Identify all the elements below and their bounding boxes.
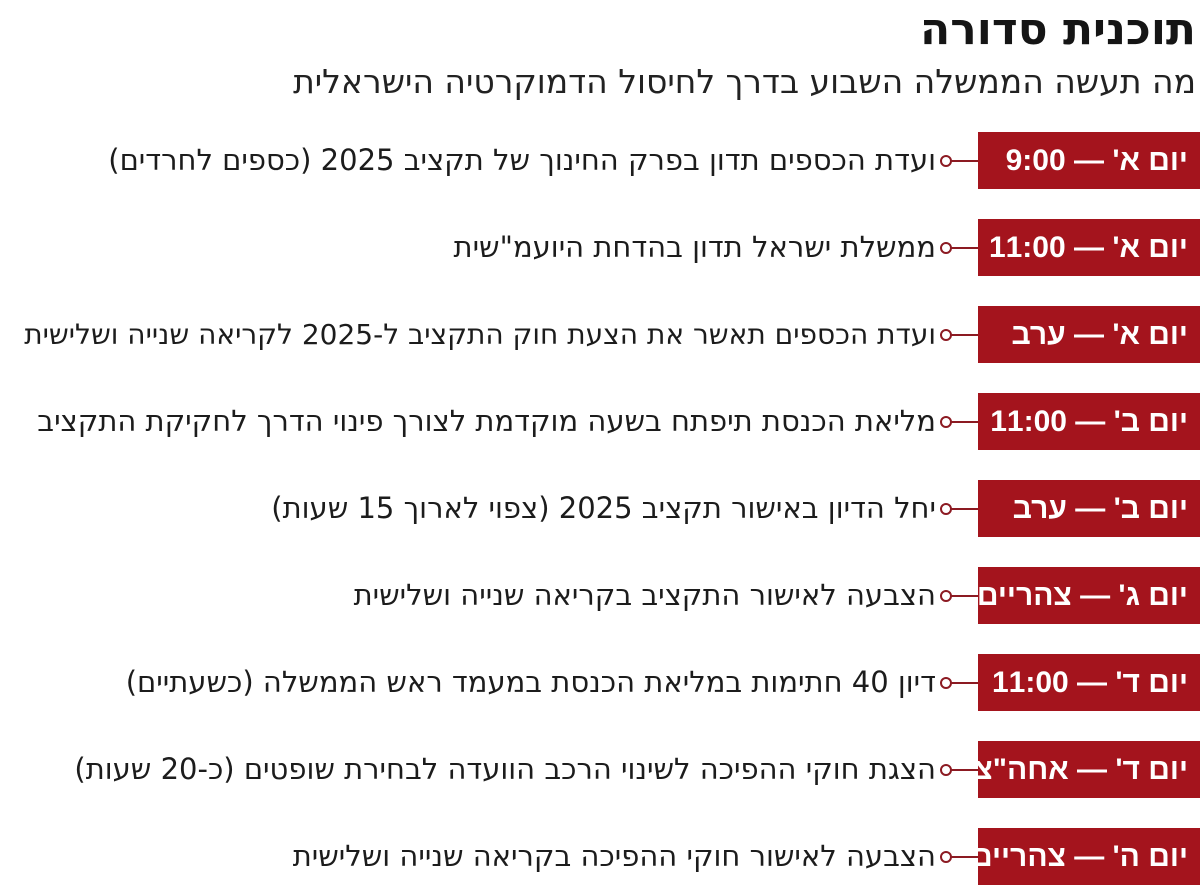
connector-dot-icon (940, 503, 952, 515)
event-text: מליאת הכנסת תיפתח בשעה מוקדמת לצורך פינו… (37, 404, 936, 438)
connector-line (946, 682, 978, 684)
schedule-item: יום ב' — ערב יחל הדיון באישור תקציב 2025… (0, 480, 1200, 537)
connector-dot-icon (940, 329, 952, 341)
schedule-item: יום ב' — 11:00 מליאת הכנסת תיפתח בשעה מו… (0, 393, 1200, 450)
connector-line (946, 421, 978, 423)
connector-dot-icon (940, 851, 952, 863)
event-text: יחל הדיון באישור תקציב 2025 (צפוי לארוך … (271, 491, 936, 525)
connector-line (946, 247, 978, 249)
time-badge: יום א' — 11:00 (978, 219, 1200, 276)
time-badge: יום ד' — אחה"צ (974, 741, 1200, 798)
schedule-item: יום ג' — צהריים הצבעה לאישור התקציב בקרי… (0, 567, 1200, 624)
time-badge: יום א' — 9:00 (978, 132, 1200, 189)
time-badge: יום ה' — צהריים (971, 828, 1200, 885)
connector-line (946, 508, 978, 510)
schedule-item: יום א' — 11:00 ממשלת ישראל תדון בהדחת הי… (0, 219, 1200, 276)
event-text: ממשלת ישראל תדון בהדחת היועמ"שית (453, 230, 936, 264)
schedule-item: יום א' — ערב ועדת הכספים תאשר את הצעת חו… (0, 306, 1200, 363)
event-text: ועדת הכספים תאשר את הצעת חוק התקציב ל-20… (24, 318, 936, 351)
event-text: הצגת חוקי ההפיכה לשינוי הרכב הוועדה לבחי… (74, 752, 936, 786)
connector-line (946, 856, 978, 858)
connector-dot-icon (940, 677, 952, 689)
schedule-item: יום ד' — 11:00 דיון 40 חתימות במליאת הכנ… (0, 654, 1200, 711)
event-text: ועדת הכספים תדון בפרק החינוך של תקציב 20… (108, 143, 936, 177)
schedule-item: יום ה' — צהריים הצבעה לאישור חוקי ההפיכה… (0, 828, 1200, 885)
connector-dot-icon (940, 590, 952, 602)
page-title: תוכנית סדורה (920, 4, 1196, 55)
connector-line (946, 334, 978, 336)
time-badge: יום ב' — 11:00 (978, 393, 1200, 450)
time-badge: יום ב' — ערב (978, 480, 1200, 537)
connector-line (946, 769, 978, 771)
event-text: הצבעה לאישור התקציב בקריאה שנייה ושלישית (353, 578, 936, 612)
connector-line (946, 160, 978, 162)
schedule-item: יום א' — 9:00 ועדת הכספים תדון בפרק החינ… (0, 132, 1200, 189)
connector-dot-icon (940, 416, 952, 428)
time-badge: יום ג' — צהריים (977, 567, 1200, 624)
time-badge: יום ד' — 11:00 (978, 654, 1200, 711)
time-badge: יום א' — ערב (978, 306, 1200, 363)
connector-line (946, 595, 978, 597)
page-subtitle: מה תעשה הממשלה השבוע בדרך לחיסול הדמוקרט… (293, 62, 1196, 101)
schedule-list: יום א' — 9:00 ועדת הכספים תדון בפרק החינ… (0, 132, 1200, 885)
connector-dot-icon (940, 155, 952, 167)
event-text: הצבעה לאישור חוקי ההפיכה בקריאה שנייה וש… (292, 839, 936, 873)
connector-dot-icon (940, 242, 952, 254)
event-text: דיון 40 חתימות במליאת הכנסת במעמד ראש המ… (125, 665, 936, 699)
connector-dot-icon (940, 764, 952, 776)
schedule-item: יום ד' — אחה"צ הצגת חוקי ההפיכה לשינוי ה… (0, 741, 1200, 798)
